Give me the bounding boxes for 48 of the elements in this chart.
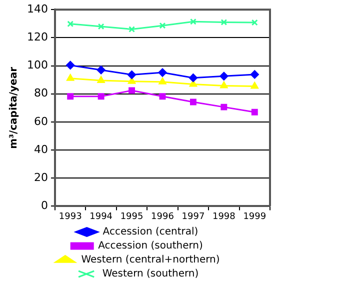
y-tick-label: 100 — [26, 58, 48, 72]
point — [159, 93, 166, 100]
point — [250, 82, 258, 89]
x-tick-label: 1996 — [151, 212, 174, 222]
legend-label: Accession (southern) — [98, 240, 203, 252]
y-tick-label: 80 — [34, 86, 48, 100]
point — [66, 74, 74, 81]
x-tick-label: 1998 — [212, 212, 236, 222]
point — [220, 81, 228, 88]
point — [128, 77, 136, 84]
legend-label: Accession (central) — [102, 226, 198, 238]
x-tick-label: 1997 — [182, 212, 205, 222]
point — [128, 26, 136, 32]
point — [250, 70, 259, 79]
y-tick-label: 60 — [34, 114, 48, 128]
y-tick-label: 40 — [34, 142, 48, 156]
point — [66, 60, 75, 70]
point — [97, 76, 105, 84]
x-tick-label: 1995 — [120, 212, 144, 222]
x-tick-label: 1999 — [243, 212, 266, 222]
y-tick-label: 0 — [40, 199, 48, 212]
point — [128, 70, 136, 80]
point — [67, 20, 74, 28]
point — [220, 72, 228, 80]
point — [128, 87, 136, 94]
y-tick-label: 120 — [26, 30, 48, 44]
point — [190, 18, 196, 25]
point — [251, 108, 258, 116]
point — [188, 74, 198, 82]
point — [189, 80, 197, 87]
point — [96, 66, 106, 74]
x-tick-label: 1994 — [90, 212, 113, 222]
point — [158, 68, 167, 77]
point — [67, 93, 74, 100]
y-tick-label: 140 — [26, 2, 48, 16]
point — [220, 19, 228, 26]
point — [98, 93, 104, 100]
point — [98, 23, 104, 30]
legend-label: Western (central+northern) — [81, 254, 220, 266]
point — [220, 104, 228, 110]
x-tick-label: 1993 — [58, 212, 82, 222]
y-axis-title: m³/capita/year — [8, 66, 20, 149]
point — [190, 98, 196, 106]
point — [159, 22, 166, 29]
point — [158, 78, 166, 84]
point — [251, 19, 258, 26]
y-tick-label: 20 — [34, 170, 48, 184]
legend-label: Western (southern) — [102, 268, 199, 280]
